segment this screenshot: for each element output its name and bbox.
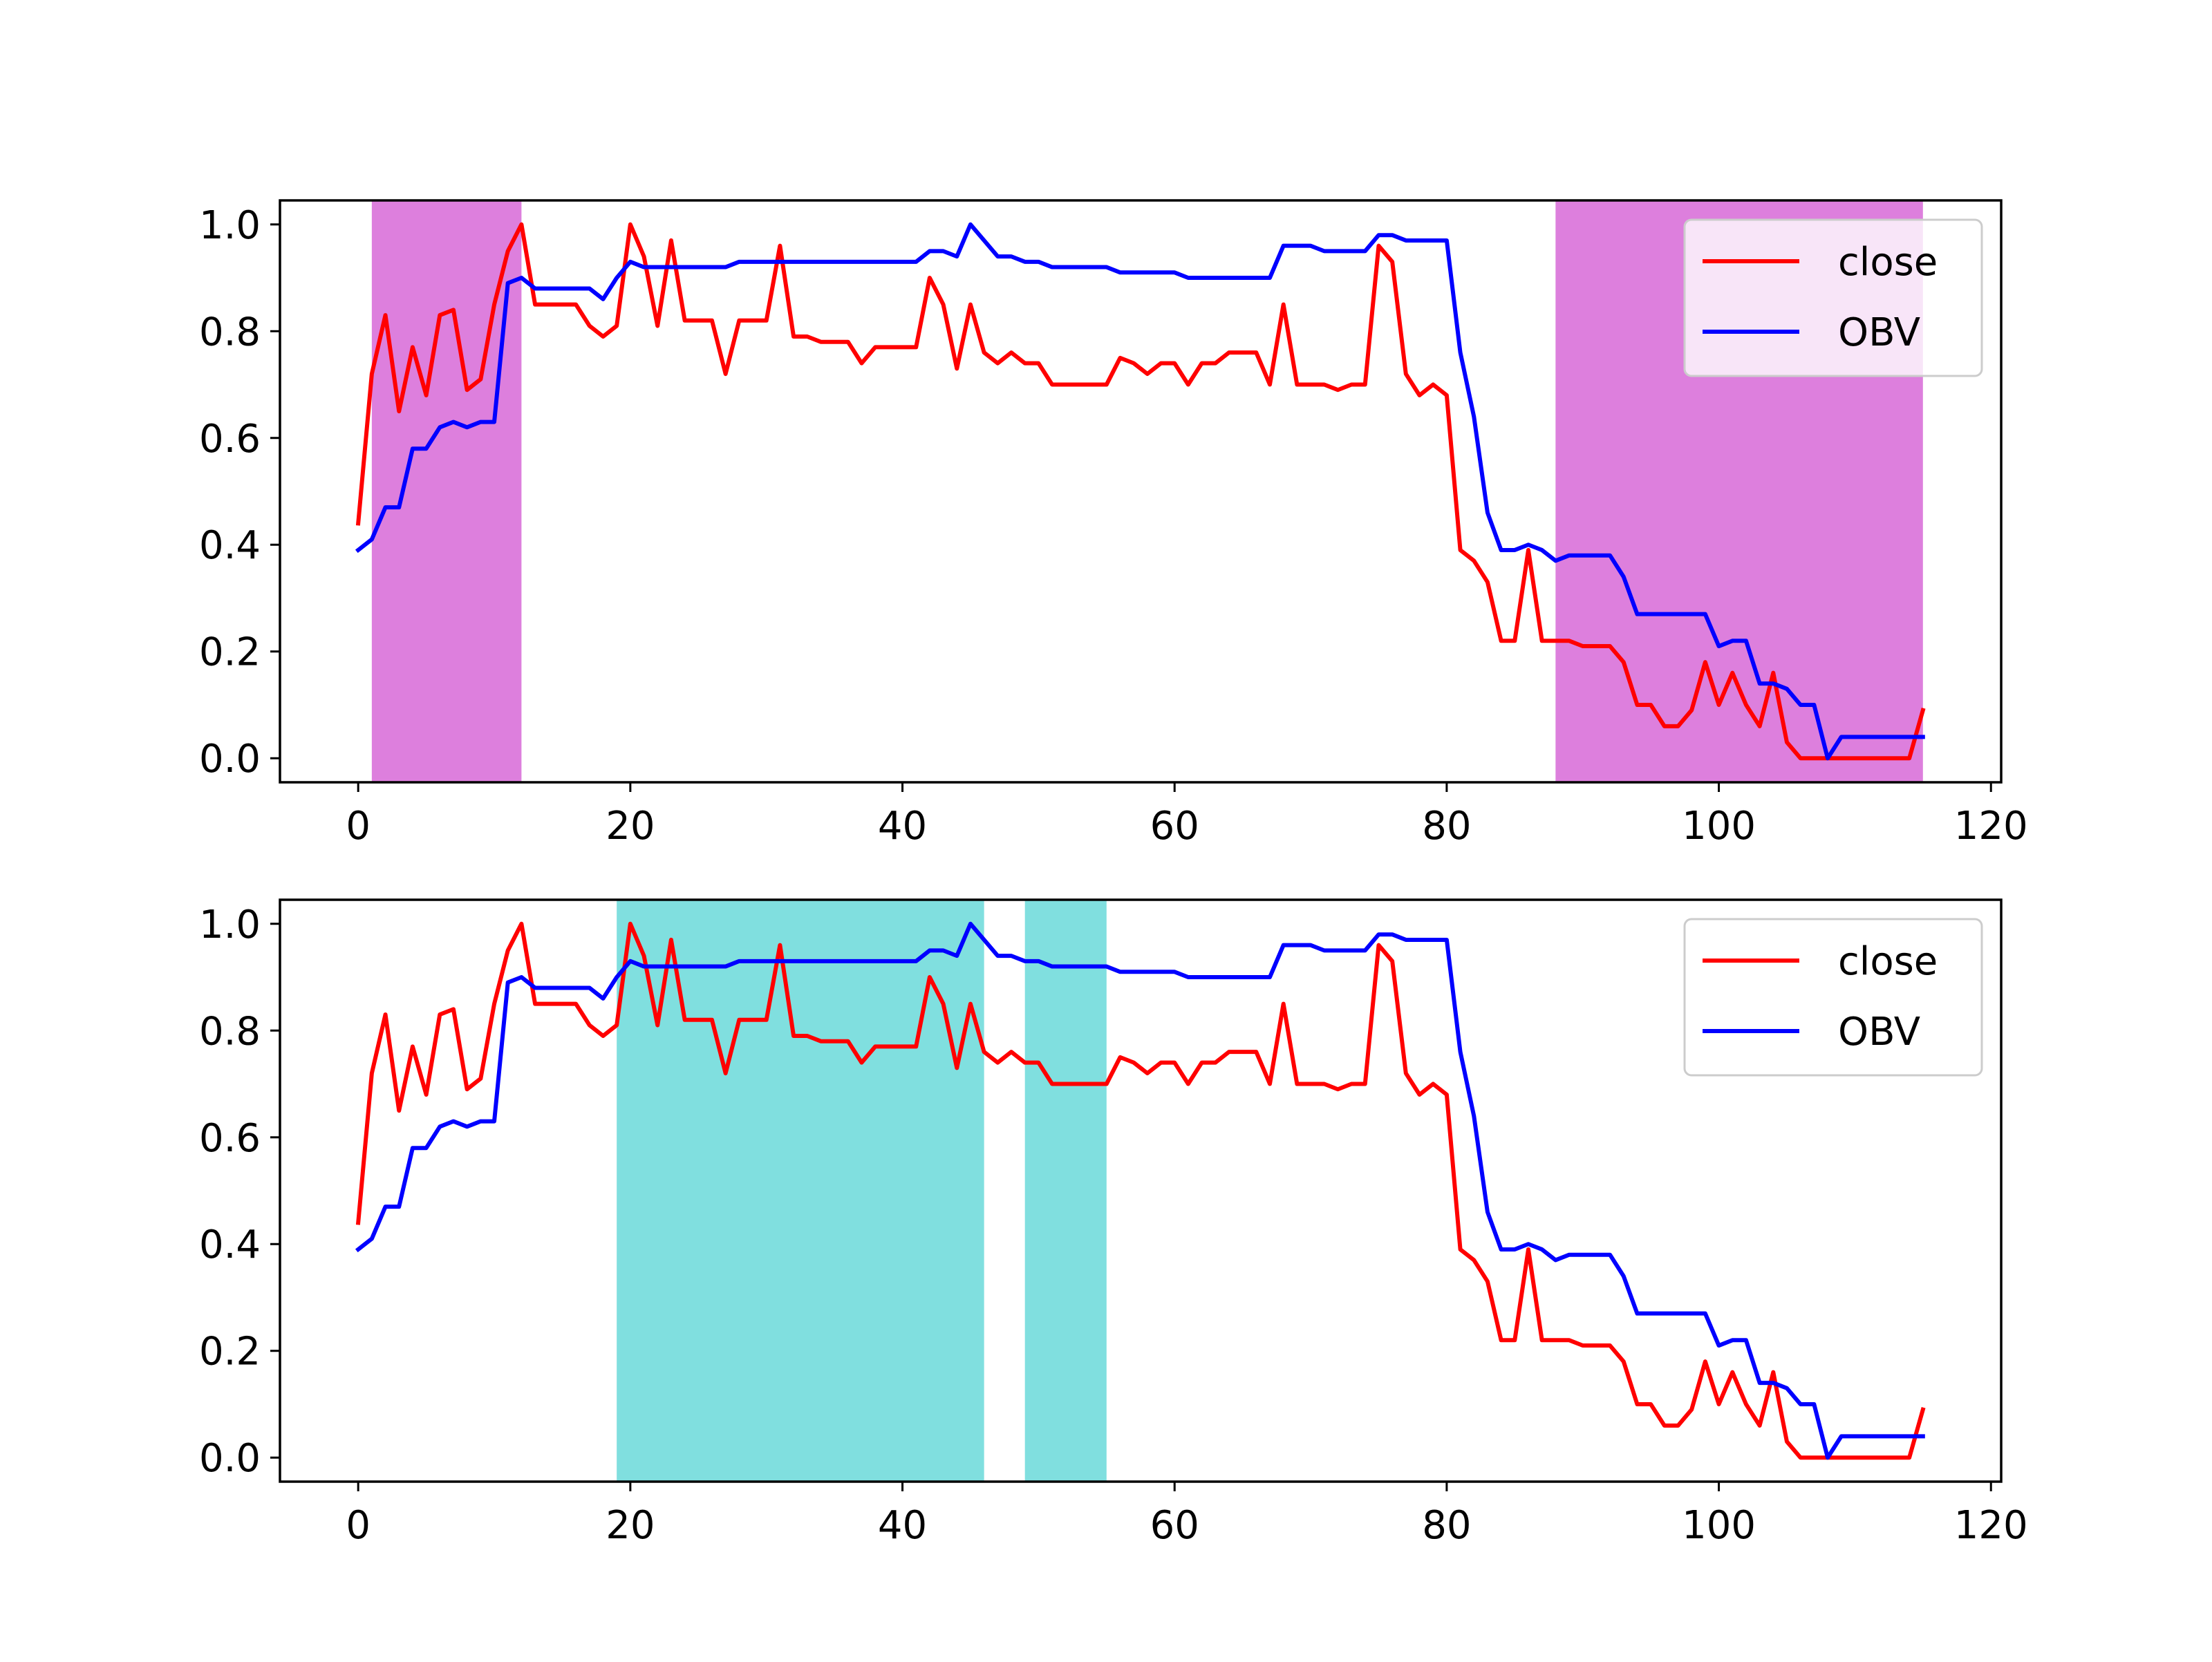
y-tick-label: 0.2 [199, 630, 261, 675]
legend-label: close [1838, 939, 1938, 984]
y-tick-label: 0.0 [199, 737, 261, 782]
x-tick-label: 0 [346, 804, 371, 849]
legend-box [1683, 918, 1983, 1077]
y-tick-label: 0.4 [199, 1222, 261, 1267]
x-tick-label: 80 [1422, 804, 1471, 849]
y-tick-label: 0.0 [199, 1436, 261, 1481]
y-tick-label: 0.6 [199, 1116, 261, 1161]
shaded-span [1024, 900, 1107, 1482]
y-tick-label: 1.0 [199, 903, 261, 947]
x-tick-label: 20 [606, 804, 655, 849]
series-line-obv [355, 921, 1925, 1460]
series-line-close [355, 222, 1926, 761]
y-tick-label: 1.0 [199, 203, 261, 248]
x-tick-label: 120 [1954, 804, 2028, 849]
y-tick-label: 0.6 [199, 417, 261, 462]
shaded-span [617, 900, 984, 1482]
y-tick-label: 0.2 [199, 1330, 261, 1375]
x-tick-label: 60 [1150, 804, 1199, 849]
x-tick-label: 120 [1954, 1503, 2028, 1548]
legend-box [1683, 218, 1983, 377]
legend-label: OBV [1838, 310, 1920, 355]
x-tick-label: 100 [1682, 1503, 1756, 1548]
x-tick-label: 40 [878, 1503, 927, 1548]
series-line-obv [355, 222, 1925, 761]
legend: close OBV [1683, 918, 1983, 1077]
subplot-1: 0 20 40 60 80 100 120 0.0 0.2 0.4 0.6 0.8 1.0 close OB… [199, 199, 2028, 849]
series-line-close [355, 921, 1926, 1460]
subplot-2: 0 20 40 60 80 100 120 0.0 0.2 0.4 0.6 0.8 1.0 close OB… [199, 898, 2028, 1548]
x-tick-label: 100 [1682, 804, 1756, 849]
axes-frame [279, 199, 2003, 784]
legend-label: OBV [1838, 1010, 1920, 1055]
y-tick-label: 0.8 [199, 310, 261, 355]
y-tick-label: 0.8 [199, 1009, 261, 1054]
legend: close OBV [1683, 218, 1983, 377]
legend-label: close [1838, 240, 1938, 285]
x-tick-label: 0 [346, 1503, 371, 1548]
x-tick-label: 20 [606, 1503, 655, 1548]
axes-frame [279, 898, 2003, 1483]
x-tick-label: 80 [1422, 1503, 1471, 1548]
x-tick-label: 60 [1150, 1503, 1199, 1548]
x-tick-label: 40 [878, 804, 927, 849]
y-tick-label: 0.4 [199, 523, 261, 568]
